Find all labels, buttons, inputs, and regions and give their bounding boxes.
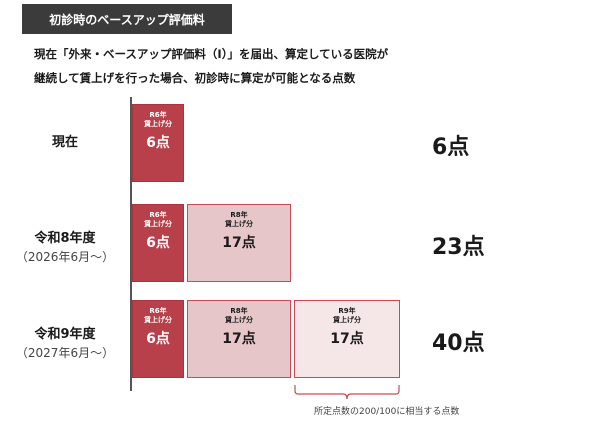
box-value: 6点 [146,135,170,151]
total-r8: 23点 [432,235,485,260]
box-value: 6点 [146,331,170,347]
row-label-main: 令和8年度 [34,231,96,246]
box-r8-r9: R8年 賃上げ分 17点 [187,300,291,378]
total-r9: 40点 [432,331,485,356]
box-label: R6年 賃上げ分 [144,111,172,128]
vertical-axis-line [130,97,132,391]
box-value: 17点 [222,235,256,251]
row-label-r9: 令和9年度 （2027年6月～） [0,326,130,362]
box-r6-r8: R6年 賃上げ分 6点 [132,204,184,282]
box-r6-current: R6年 賃上げ分 6点 [132,104,184,182]
box-value: 17点 [330,331,364,347]
box-label: R6年 賃上げ分 [144,307,172,324]
page-title: 初診時のベースアップ評価料 [22,4,232,34]
box-label: R8年 賃上げ分 [225,211,253,228]
box-label: R6年 賃上げ分 [144,211,172,228]
row-label-sub: （2026年6月～） [15,250,115,264]
box-label: R9年 賃上げ分 [333,307,361,324]
box-value: 6点 [146,235,170,251]
box-label: R8年 賃上げ分 [225,307,253,324]
bracket-icon [294,385,400,400]
row-label-main: 令和9年度 [34,327,96,342]
box-r6-r9: R6年 賃上げ分 6点 [132,300,184,378]
row-label-main: 現在 [51,135,78,150]
row-label-current: 現在 [0,134,130,152]
description-line-2: 継続して賃上げを行った場合、初診時に算定が可能となる点数 [34,71,356,85]
row-label-sub: （2027年6月～） [15,346,115,360]
box-value: 17点 [222,331,256,347]
description-line-1: 現在「外来・ベースアップ評価料（Ⅰ）」を届出、算定している医院が [34,47,389,61]
footnote: 所定点数の200/100に相当する点数 [314,407,460,417]
total-current: 6点 [432,135,470,160]
row-label-r8: 令和8年度 （2026年6月～） [0,230,130,266]
box-r9-r9: R9年 賃上げ分 17点 [294,300,400,378]
box-r8-r8: R8年 賃上げ分 17点 [187,204,291,282]
